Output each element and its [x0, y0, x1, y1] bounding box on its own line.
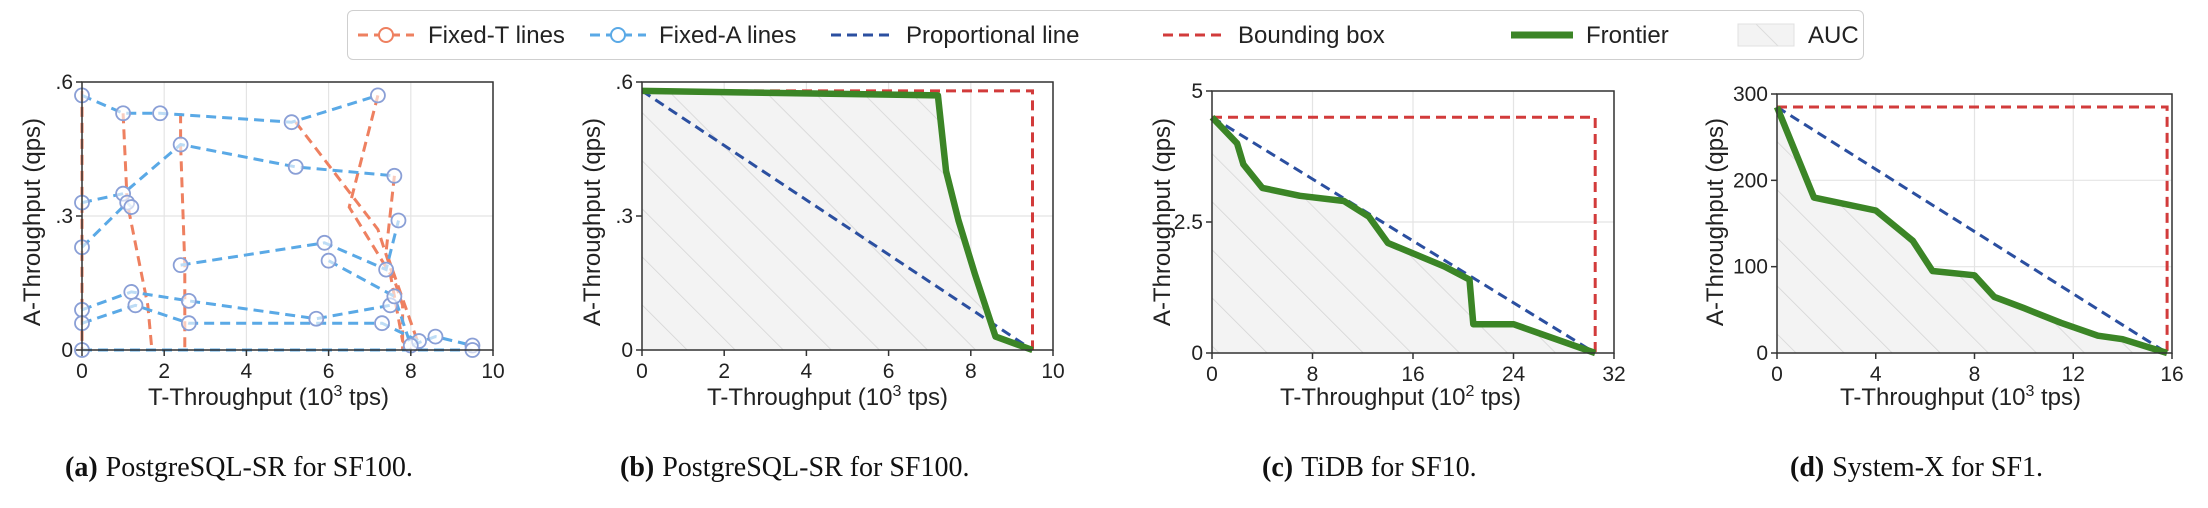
chart-a-fixed-t-line-1	[121, 113, 154, 351]
chart-c-ytick-label-2: 5	[1191, 80, 1203, 103]
chart-b-xtick-label-3: 6	[883, 360, 895, 383]
chart-c-xtick-label-4: 32	[1602, 363, 1625, 386]
legend-frontier-label: Frontier	[1586, 22, 1669, 49]
chart-b-ytick-label-2: .6	[615, 71, 633, 94]
caption-d: (d) System-X for SF1.	[1790, 452, 2044, 483]
chart-a-fixed-t-line-5	[384, 175, 421, 346]
chart-a-fixed-a-line-6	[327, 259, 473, 348]
chart-a-point-6-3	[427, 328, 444, 345]
chart-a-point-2-2	[123, 199, 140, 215]
chart-d-xtick-label-1: 4	[1870, 363, 1882, 386]
chart-c-proportional-line	[1211, 115, 1596, 355]
chart-a-point-0-2	[152, 105, 168, 122]
chart-d-bounding-box	[1777, 105, 2169, 353]
chart-a-fixed-a-line-5	[180, 220, 400, 272]
chart-a-xtick-label-4: 8	[405, 360, 417, 383]
ylabel-b: A-Throughput (qps)	[579, 117, 606, 327]
ylabel-a: A-Throughput (qps)	[19, 117, 46, 327]
chart-c-xtick-label-3: 24	[1502, 363, 1526, 386]
chart-b-xtick-label-1: 2	[718, 360, 730, 383]
chart-a-point-0-1	[115, 105, 131, 122]
chart-c: 0 8 16 24 32 0 2.5 5	[1174, 80, 1626, 386]
chart-d-auc-area	[1777, 107, 2168, 353]
legend-swatches	[358, 23, 1795, 47]
chart-a-point-5-0	[172, 257, 189, 274]
chart-d-proportional-line	[1776, 105, 2168, 355]
chart-b-xtick-label-5: 10	[1041, 360, 1064, 383]
chart-a-point-0-3	[283, 114, 300, 131]
ylabel-d: A-Throughput (qps)	[1702, 117, 1729, 327]
chart-b-frontier-line	[641, 87, 1034, 354]
ylabel-c: A-Throughput (qps)	[1149, 117, 1176, 327]
legend-fixed-t-swatch	[358, 27, 414, 43]
xlabel-a: T-Throughput (103 tps)	[148, 383, 390, 411]
chart-a-ytick-label-1: .3	[55, 205, 73, 228]
chart-d-xtick-label-4: 16	[2160, 363, 2183, 386]
chart-a-point-1-4	[386, 167, 403, 184]
chart-b-proportional-line	[641, 89, 1034, 352]
chart-a: 0 2 4 6 8 10 0 .3 .6	[55, 71, 504, 383]
chart-b-ytick-label-0: 0	[621, 339, 633, 362]
xlabel-b: T-Throughput (103 tps)	[707, 383, 949, 411]
chart-d-frontier-line	[1773, 105, 2169, 357]
chart-c-xtick-label-2: 16	[1401, 363, 1424, 386]
chart-d: 0 4 8 12 16 0 100 200 300	[1733, 83, 2184, 386]
chart-d-ytick-label-0: 0	[1756, 342, 1768, 365]
chart-a-point-5-2	[378, 261, 395, 278]
chart-a-fixed-a-line-3	[81, 290, 391, 321]
chart-a-point-5-1	[316, 234, 333, 251]
chart-d-ytick-label-2: 200	[1733, 169, 1768, 192]
chart-a-xtick-label-3: 6	[323, 360, 335, 383]
caption-c: (c) TiDB for SF10.	[1262, 452, 1477, 483]
caption-b: (b) PostgreSQL-SR for SF100.	[620, 452, 970, 483]
legend-bounding-label: Bounding box	[1238, 22, 1385, 49]
chart-a-xtick-label-0: 0	[76, 360, 88, 383]
chart-b-xtick-label-2: 4	[801, 360, 813, 383]
chart-c-frontier-line	[1209, 114, 1597, 357]
legend-fixed-t-label: Fixed-T lines	[428, 22, 565, 49]
chart-c-xtick-label-1: 8	[1307, 363, 1319, 386]
xlabel-d: T-Throughput (103 tps)	[1840, 383, 2082, 411]
chart-a-xtick-label-1: 2	[158, 360, 170, 383]
chart-b-xtick-label-4: 8	[965, 360, 977, 383]
chart-b-ytick-label-1: .3	[615, 205, 633, 228]
chart-d-ytick-label-3: 300	[1733, 83, 1768, 106]
legend-auc-swatch	[1737, 23, 1795, 47]
chart-a-point-3-2	[180, 292, 197, 309]
chart-a-point-3-3	[308, 310, 325, 327]
chart-a-ytick-label-0: 0	[61, 339, 73, 362]
chart-a-point-6-0	[320, 252, 337, 269]
chart-d-xtick-label-2: 8	[1969, 363, 1981, 386]
chart-c-auc-area	[1212, 117, 1596, 353]
chart-c-xtick-label-0: 0	[1206, 363, 1218, 386]
chart-c-ytick-label-0: 0	[1191, 342, 1203, 365]
chart-b-xtick-label-0: 0	[636, 360, 648, 383]
chart-a-xtick-label-5: 10	[481, 360, 504, 383]
chart-d-xtick-label-0: 0	[1771, 363, 1783, 386]
chart-a-point-1-3	[287, 158, 304, 175]
chart-a-point-3-1	[123, 284, 140, 300]
chart-a-point-4-1	[127, 297, 144, 314]
chart-a-point-1-2	[172, 136, 189, 153]
chart-a-point-6-1	[386, 288, 403, 305]
chart-a-point-0-4	[370, 87, 386, 104]
chart-d-ytick-label-1: 100	[1733, 256, 1768, 279]
legend: Fixed-T lines Fixed-A lines Proportional…	[347, 10, 1864, 60]
chart-a-point-5-3	[390, 212, 407, 229]
caption-a: (a) PostgreSQL-SR for SF100.	[65, 452, 413, 483]
xlabel-c: T-Throughput (102 tps)	[1280, 383, 1522, 411]
chart-a-point-4-2	[180, 315, 197, 332]
legend-auc-label: AUC	[1808, 22, 1859, 49]
chart-a-point-4-3	[374, 315, 390, 332]
legend-proportional-label: Proportional line	[906, 22, 1080, 49]
chart-a-ytick-label-2: .6	[55, 71, 73, 94]
chart-a-xtick-label-2: 4	[241, 360, 253, 383]
legend-fixed-a-swatch	[590, 27, 646, 43]
legend-fixed-a-label: Fixed-A lines	[659, 22, 797, 49]
chart-b: 0 2 4 6 8 10 0 .3 .6	[615, 71, 1064, 383]
chart-d-xtick-label-3: 12	[2062, 363, 2085, 386]
chart-c-ytick-label-1: 2.5	[1174, 211, 1203, 234]
